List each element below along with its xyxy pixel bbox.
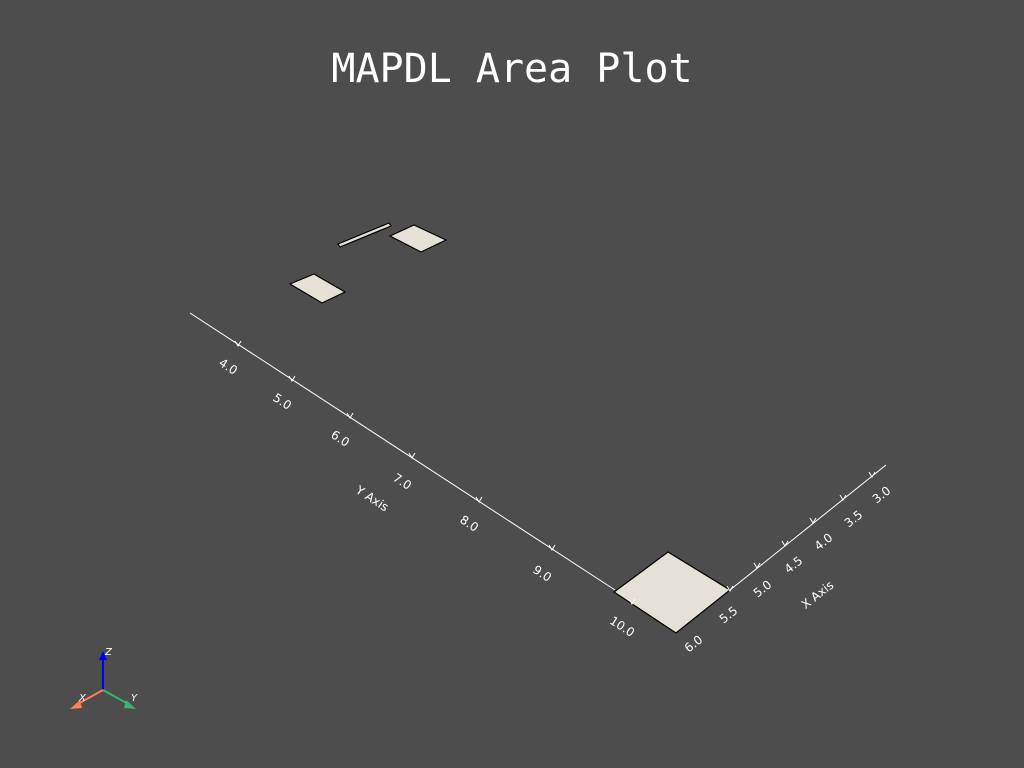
x-axis-line: [729, 464, 887, 591]
y-axis-tick-label: 4.0: [216, 356, 240, 378]
x-axis-title: X Axis: [799, 578, 837, 612]
x-axis-tick: [868, 471, 876, 478]
y-axis-title: Y Axis: [352, 482, 391, 514]
x-axis-tick: [809, 517, 817, 524]
triad-y-label: Y: [131, 693, 138, 704]
x-axis-tick-label: 3.0: [870, 483, 894, 506]
triad-x-label: X: [78, 693, 87, 704]
x-axis-tick-label: 4.5: [782, 553, 806, 576]
y-axis-tick: [346, 412, 354, 419]
y-axis-tick: [548, 544, 556, 551]
x-axis-tick-label: 5.5: [717, 603, 741, 626]
x-axis-tick: [839, 494, 847, 501]
x-axis-tick-label: 3.5: [842, 507, 866, 530]
triad-y-arrowhead: [124, 700, 136, 709]
x-axis-tick: [726, 585, 734, 592]
x-axis-tick: [781, 540, 789, 547]
y-axis-tick-label: 8.0: [457, 513, 481, 535]
x-axis-tick-label: 5.0: [751, 577, 775, 600]
triad-z-arrowhead: [99, 651, 107, 660]
y-axis-tick-label: 6.0: [328, 428, 352, 450]
y-axis-tick-label: 7.0: [390, 471, 414, 493]
area-group: [288, 222, 732, 634]
x-axis-tick: [753, 562, 761, 569]
x-axis-tick-label: 6.0: [682, 632, 706, 655]
y-axis-tick-label: 10.0: [607, 613, 637, 639]
y-axis-tick-label: 5.0: [270, 391, 294, 413]
y-axis-tick: [408, 452, 416, 459]
y-axis-tick: [234, 340, 242, 347]
x-axis: 3.03.5 4.0 4.5 5.0 5.5 6.0 X Axis: [682, 464, 894, 655]
y-axis-tick: [475, 496, 483, 503]
area-face-small-2: [388, 224, 448, 253]
x-axis-tick-label: 4.0: [812, 530, 836, 553]
y-axis-tick: [288, 375, 296, 382]
area-face-edge: [337, 222, 392, 248]
y-axis-line: [189, 312, 616, 591]
triad-z-label: Z: [104, 647, 113, 658]
chart-title: MAPDL Area Plot: [331, 46, 693, 92]
orientation-triad: Z Y X: [70, 647, 138, 709]
y-axis-tick: [628, 598, 636, 605]
triad-x-arrowhead: [70, 700, 82, 709]
y-axis: 4.0 5.0 6.0 7.0 8.0 9.0 10.0 Y Axis: [189, 312, 637, 640]
area-face-large: [612, 551, 732, 634]
y-axis-tick-label: 9.0: [530, 563, 554, 585]
area-face-small-1: [288, 273, 347, 304]
